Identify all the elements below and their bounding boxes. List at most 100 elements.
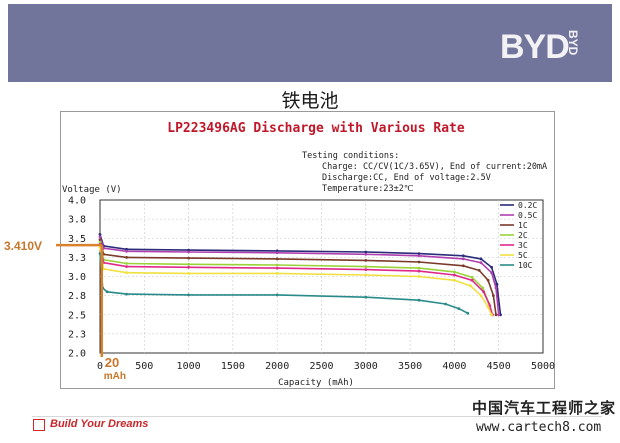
x-tick-label: 2500 [309,361,333,372]
series-point-3C [364,268,368,271]
y-tick-label: 4.0 [68,196,86,207]
x-tick-label: 2000 [265,361,289,372]
footer-slogan: Build Your Dreams [50,418,149,430]
x-tick-label: 1500 [221,361,245,372]
series-point-10C [275,293,279,297]
series-point-0.5C [364,252,368,256]
series-point-3C [187,265,191,269]
footer-logo-box [33,419,45,431]
byd-logo-vertical: BYD [566,30,580,56]
watermark-url: www.cartech8.com [476,420,602,435]
series-point-1C [486,278,490,282]
series-line-1C [99,239,497,315]
series-point-1C [477,269,481,272]
x-tick-label: 4000 [442,361,466,372]
series-point-2C [364,265,368,268]
series-point-5C [486,305,490,309]
y-tick-label: 2.5 [68,310,86,321]
series-point-0.5C [275,251,279,255]
series-point-1C [461,264,465,268]
series-point-5C [275,272,279,275]
series-point-1C [187,256,191,260]
series-point-0.5C [98,235,102,239]
series-point-10C [444,302,447,306]
series-point-0.5C [461,257,465,261]
series-point-0.5C [497,313,501,317]
series-line-5C [99,247,493,316]
series-point-1C [494,313,498,317]
series-point-0.5C [187,250,191,254]
voltage-marker-label: 3.410V [4,239,42,253]
x-tick-label: 3500 [398,361,422,372]
series-point-0.5C [417,254,421,258]
series-point-0.5C [490,271,493,275]
series-point-1C [275,257,279,261]
x-tick-label: 0 [97,361,103,372]
page-title: 铁电池 [281,90,339,112]
series-point-5C [490,313,493,317]
conditions-heading: Testing conditions: [302,151,399,161]
series-line-3C [99,244,494,316]
series-point-10C [125,292,128,296]
series-point-10C [187,293,191,297]
capacity-marker-unit: mAh [104,371,126,382]
y-tick-label: 2.8 [68,291,86,302]
x-tick-label: 1000 [177,361,201,372]
legend-label-1C: 1C [518,221,528,230]
series-point-5C [453,278,456,282]
series-point-1C [492,294,495,297]
legend-label-3C: 3C [518,241,528,250]
series-point-10C [105,290,109,294]
legend-label-2C: 2C [518,231,528,240]
conditions-line: Temperature:23±2℃ [322,184,414,194]
series-point-10C [417,298,421,302]
legend-label-10C: 10C [518,261,533,270]
series-point-0.2C [364,250,368,254]
legend-label-0.2C: 0.2C [518,201,537,210]
conditions-line: Charge: CC/CV(1C/3.65V), End of current:… [322,162,547,172]
series-point-3C [453,273,456,277]
x-tick-label: 500 [135,361,153,372]
watermark-chinese: 中国汽车工程师之家 [472,399,617,417]
series-point-0.5C [494,286,498,290]
series-point-2C [275,263,279,267]
series-point-2C [470,275,474,279]
series-point-2C [125,262,128,265]
y-tick-label: 2.0 [68,349,86,360]
series-point-0.5C [479,261,483,265]
footer-divider [32,416,602,417]
series-point-3C [275,266,279,270]
y-tick-label: 2.3 [68,329,86,340]
header-band [8,4,612,82]
x-axis-label: Capacity (mAh) [278,378,354,388]
chart-title: LP223496AG Discharge with Various Rate [167,121,465,136]
y-tick-label: 3.8 [68,215,86,226]
series-point-2C [417,266,421,270]
y-axis-label: Voltage (V) [62,185,122,195]
byd-logo: BYD [500,28,570,66]
x-tick-label: 5000 [531,361,555,372]
y-tick-label: 3.3 [68,253,86,264]
series-point-0.2C [98,233,102,236]
y-tick-label: 3.5 [68,234,86,245]
series-point-5C [417,275,421,278]
series-point-0.2C [461,254,465,258]
x-tick-label: 4500 [487,361,511,372]
series-point-2C [187,262,191,266]
capacity-marker-value: 20 [105,355,119,370]
x-tick-label: 3000 [354,361,378,372]
series-point-1C [364,259,368,262]
series-point-2C [98,240,102,244]
series-point-3C [417,269,421,273]
series-point-2C [481,286,485,290]
series-point-5C [125,271,128,275]
series-point-10C [466,311,470,315]
series-line-0.2C [99,234,502,315]
series-point-2C [453,270,456,274]
series-line-0.5C [99,236,500,315]
series-point-10C [457,307,461,310]
series-point-5C [364,273,368,277]
series-point-0.2C [495,282,499,286]
conditions-line: Discharge:CC, End of voltage:2.5V [322,173,491,183]
